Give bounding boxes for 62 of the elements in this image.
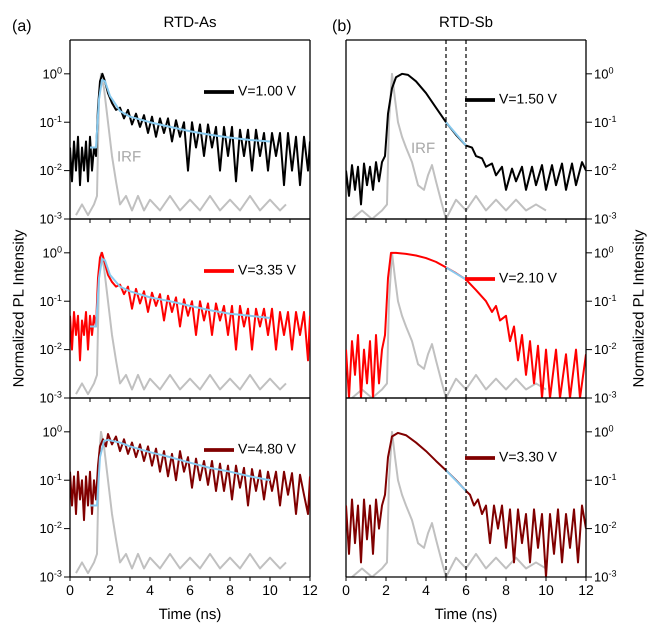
y-tick-label: 10$^{-1}$	[594, 292, 617, 309]
y-tick-label: 10$^{-3}$	[594, 568, 617, 585]
x-tick-label: 2	[382, 582, 390, 598]
y-tick-label: 10$^{-2}$	[39, 520, 62, 536]
line-series	[70, 433, 310, 522]
y-tick-label: 10$^{-1}$	[594, 114, 617, 130]
x-tick-label: 10	[538, 582, 554, 598]
y-tick-label: 10$^{-2}$	[594, 162, 617, 178]
y-tick-label: 10$^{0}$	[594, 65, 614, 82]
y-tick-label: 10$^{-3}$	[594, 210, 617, 227]
y-tick-label: 10$^{0}$	[42, 423, 62, 440]
y-tick-label: 10$^{-2}$	[594, 341, 617, 358]
x-axis-title: Time (ns)	[434, 606, 498, 623]
text: (a)	[12, 18, 32, 36]
x-tick-label: 8	[502, 582, 510, 598]
x-tick-label: 12	[302, 582, 318, 598]
line-series	[70, 252, 310, 362]
legend-label: V=3.30 V	[499, 448, 557, 465]
x-tick-label: 0	[342, 582, 350, 598]
line-series	[351, 72, 547, 219]
x-axis-title: Time (ns)	[158, 606, 222, 623]
line-series	[75, 72, 287, 216]
x-tick-label: 8	[226, 582, 234, 598]
x-tick-label: 4	[146, 582, 154, 598]
legend-label: V=4.80 V	[238, 440, 296, 457]
x-tick-label: 6	[462, 582, 470, 598]
line-series	[75, 252, 287, 396]
annotation: IRF	[411, 140, 436, 157]
y-tick-label: 10$^{-3}$	[39, 390, 62, 406]
line-series	[351, 430, 547, 577]
legend-label: V=3.35 V	[238, 262, 296, 278]
chart-title: RTD-Sb	[439, 14, 493, 31]
y-tick-label: 10$^{0}$	[594, 244, 614, 260]
legend-label: V=2.10 V	[499, 270, 557, 286]
y-tick-label: 10$^{-1}$	[39, 114, 62, 130]
y-tick-label: 10$^{0}$	[42, 244, 62, 260]
line-series	[351, 252, 547, 398]
y-tick-label: 10$^{0}$	[594, 423, 614, 440]
x-tick-label: 10	[262, 582, 278, 598]
y-tick-label: 10$^{-2}$	[39, 162, 62, 178]
y-axis-title: Normalized PL Intensity	[10, 229, 28, 388]
x-tick-label: 4	[422, 582, 430, 598]
y-tick-label: 10$^{-3}$	[594, 390, 617, 406]
chart-title: RTD-As	[162, 14, 218, 31]
y-tick-label: 10$^{-1}$	[594, 472, 617, 488]
y-tick-label: 10$^{-3}$	[39, 210, 62, 227]
legend-label: V=1.50 V	[499, 90, 557, 107]
y-tick-label: 10$^{-1}$	[39, 472, 62, 488]
y-tick-label: 10$^{0}$	[42, 65, 62, 82]
y-axis-title: Normalized PL Intensity	[630, 229, 648, 388]
y-tick-label: 10$^{-2}$	[39, 341, 62, 358]
x-tick-label: 2	[106, 582, 114, 598]
text: (b)	[332, 18, 352, 36]
x-tick-label: 12	[578, 582, 594, 598]
y-tick-label: 10$^{-3}$	[39, 568, 62, 585]
x-tick-label: 0	[66, 582, 74, 598]
annotation: IRF	[117, 148, 142, 166]
x-tick-label: 6	[186, 582, 194, 598]
legend-label: V=1.00 V	[238, 82, 296, 99]
line-series	[75, 430, 287, 574]
y-tick-label: 10$^{-2}$	[594, 520, 617, 536]
y-tick-label: 10$^{-1}$	[39, 292, 62, 309]
